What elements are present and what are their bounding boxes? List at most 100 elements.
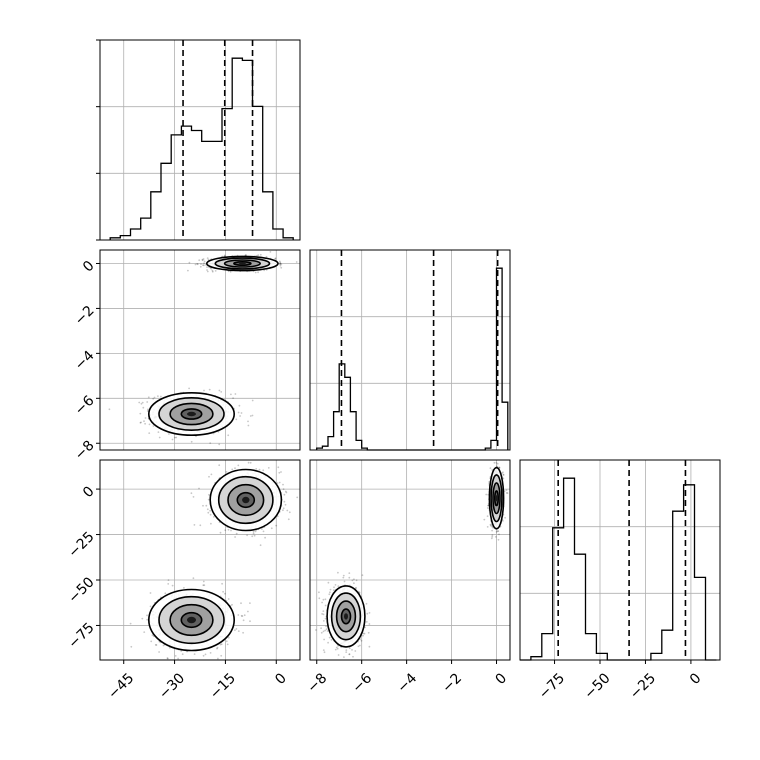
scatter-point <box>366 612 369 615</box>
scatter-point <box>337 571 339 574</box>
scatter-point <box>359 644 361 647</box>
scatter-point <box>199 524 202 527</box>
scatter-point <box>255 468 258 470</box>
scatter-panel-0-1 <box>99 249 301 451</box>
scatter-point <box>193 524 196 526</box>
scatter-point <box>200 263 202 265</box>
scatter-point <box>327 581 330 584</box>
scatter-point <box>495 462 498 464</box>
scatter-point <box>246 534 249 537</box>
scatter-point <box>274 257 277 260</box>
scatter-point <box>153 396 156 399</box>
scatter-point <box>208 475 210 478</box>
scatter-point <box>230 529 232 532</box>
scatter-point <box>354 650 357 652</box>
scatter-point <box>202 654 205 657</box>
scatter-point <box>249 415 252 417</box>
scatter-point <box>491 525 493 528</box>
scatter-point <box>282 507 285 510</box>
scatter-point <box>242 619 245 622</box>
scatter-point <box>351 579 354 582</box>
scatter-point <box>220 654 223 657</box>
scatter-point <box>139 412 142 415</box>
scatter-point <box>252 532 255 535</box>
histogram-panel-0 <box>96 39 301 241</box>
scatter-point <box>288 511 291 514</box>
scatter-frame-0-2 <box>99 459 301 661</box>
scatter-point <box>237 411 240 414</box>
scatter-point <box>318 597 321 600</box>
scatter-point <box>203 584 206 587</box>
scatter-point <box>363 632 366 635</box>
scatter-point <box>164 592 167 595</box>
scatter-point <box>296 496 299 499</box>
scatter-point <box>151 634 154 637</box>
scatter-point <box>491 469 494 471</box>
scatter-point <box>321 601 323 604</box>
scatter-point <box>348 576 351 579</box>
scatter-point <box>206 269 208 271</box>
scatter-point <box>239 415 242 417</box>
scatter-point <box>244 254 247 256</box>
scatter-point <box>207 498 210 501</box>
scatter-point <box>139 421 142 424</box>
scatter-point <box>278 471 281 474</box>
scatter-point <box>334 584 337 586</box>
scatter-point <box>219 643 222 646</box>
scatter-point <box>337 585 340 587</box>
scatter-point <box>352 655 354 658</box>
scatter-point <box>222 590 225 593</box>
scatter-point <box>226 643 229 646</box>
scatter-point <box>206 257 209 259</box>
scatter-point <box>322 610 325 612</box>
scatter-point <box>322 630 325 633</box>
scatter-point <box>491 535 494 538</box>
scatter-point <box>262 530 265 533</box>
scatter-point <box>254 530 257 533</box>
histogram-panel-2 <box>519 459 721 661</box>
density-peak-0 <box>187 411 196 417</box>
scatter-point <box>261 528 263 530</box>
scatter-point <box>168 433 170 435</box>
scatter-point <box>497 538 500 541</box>
density-peak-1 <box>495 495 498 502</box>
scatter-point <box>158 436 161 439</box>
scatter-point <box>199 265 202 268</box>
scatter-point <box>210 522 212 525</box>
scatter-point <box>502 520 504 522</box>
scatter-point <box>218 443 221 446</box>
scatter-point <box>329 588 332 591</box>
scatter-point <box>147 396 150 399</box>
histogram-frame-0 <box>99 39 301 241</box>
scatter-point <box>269 251 272 253</box>
density-peak-0 <box>187 616 196 624</box>
scatter-point <box>202 264 204 266</box>
scatter-point <box>324 598 327 601</box>
scatter-point <box>224 529 227 531</box>
scatter-inner <box>108 251 298 446</box>
scatter-point <box>224 592 226 595</box>
scatter-panel-0-2 <box>99 459 301 661</box>
scatter-point <box>504 516 506 519</box>
scatter-point <box>336 647 339 650</box>
scatter-point <box>240 602 242 605</box>
scatter-point <box>190 492 193 495</box>
scatter-point <box>206 266 208 268</box>
scatter-point <box>287 518 290 521</box>
scatter-point <box>141 617 144 620</box>
scatter-point <box>326 630 329 632</box>
scatter-point <box>355 586 357 589</box>
scatter-point <box>202 580 205 583</box>
scatter-point <box>342 574 345 577</box>
scatter-point <box>264 536 266 539</box>
scatter-point <box>160 395 162 398</box>
scatter-point <box>235 628 238 630</box>
scatter-point <box>280 266 283 269</box>
scatter-point <box>143 631 146 633</box>
scatter-point <box>247 610 249 613</box>
scatter-point <box>279 262 281 265</box>
scatter-point <box>249 602 251 604</box>
scatter-point <box>225 471 228 473</box>
scatter-point <box>495 531 498 533</box>
scatter-point <box>502 471 504 474</box>
